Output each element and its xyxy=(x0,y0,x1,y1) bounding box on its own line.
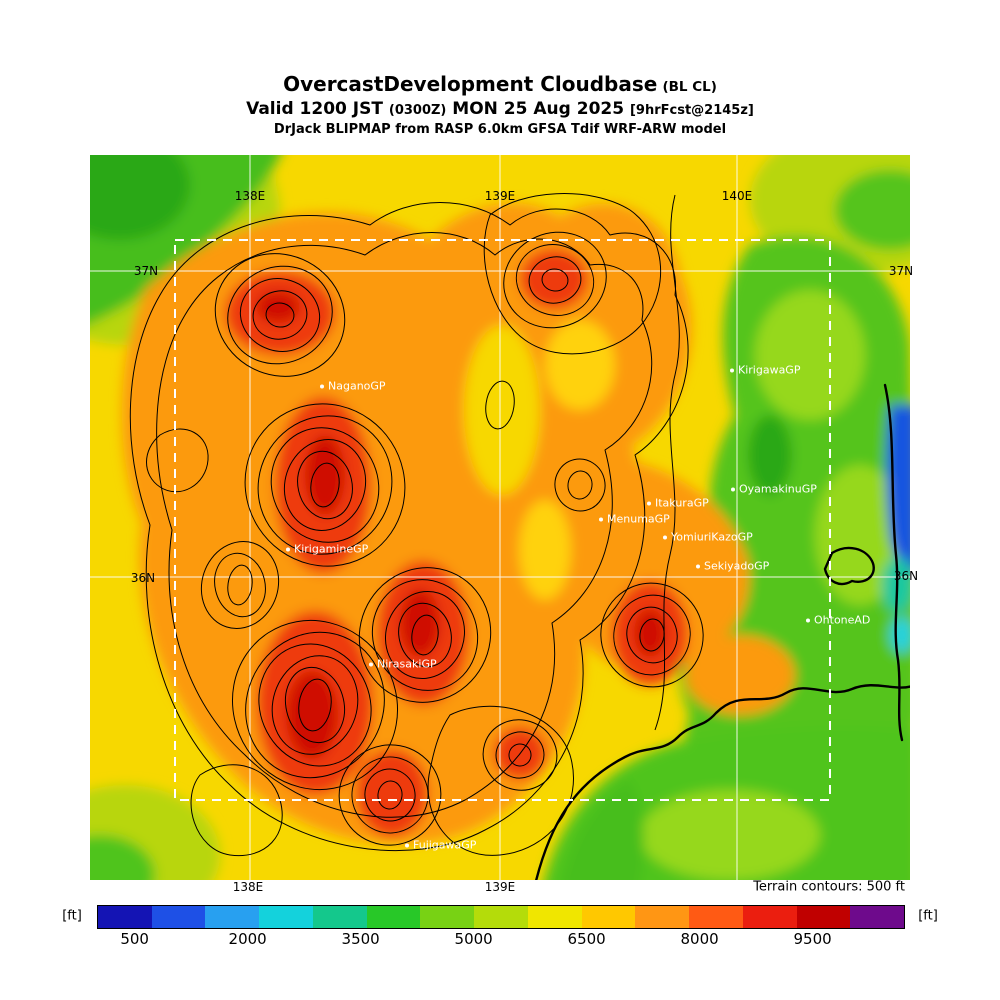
colorbar-segment xyxy=(205,906,260,928)
colorbar-segment xyxy=(366,906,421,928)
inner-domain-box xyxy=(174,239,831,801)
valid-date: MON 25 Aug 2025 xyxy=(452,99,625,119)
chart-header: OvercastDevelopment Cloudbase (BL CL) Va… xyxy=(0,72,1000,139)
grid-label: 139E xyxy=(484,880,516,894)
valid-time: Valid 1200 JST xyxy=(246,99,383,119)
colorbar-segment xyxy=(312,906,367,928)
title-note: (BL CL) xyxy=(662,79,717,95)
page-title: OvercastDevelopment Cloudbase (BL CL) xyxy=(0,72,1000,97)
colorbar-tick: 5000 xyxy=(454,930,493,948)
colorbar-tick: 8000 xyxy=(680,930,719,948)
colorbar-unit-right: [ft] xyxy=(918,908,938,924)
valid-line: Valid 1200 JST (0300Z) MON 25 Aug 2025 [… xyxy=(0,99,1000,120)
colorbar-segment xyxy=(742,906,797,928)
colorbar-segment xyxy=(635,906,690,928)
colorbar-segment xyxy=(796,906,851,928)
colorbar-segment xyxy=(689,906,743,928)
terrain-contours xyxy=(129,193,704,857)
colorbar-tick: 500 xyxy=(120,930,149,948)
colorbar-tick: 9500 xyxy=(793,930,832,948)
terrain-note: Terrain contours: 500 ft xyxy=(753,879,905,895)
title-text: OvercastDevelopment Cloudbase xyxy=(283,72,658,96)
colorbar-segment xyxy=(98,906,152,928)
valid-zulu: (0300Z) xyxy=(388,103,447,118)
coastline xyxy=(535,383,910,880)
colorbar-segment xyxy=(420,906,475,928)
cloudbase-fill-regions xyxy=(90,155,910,880)
colorbar-segment xyxy=(850,906,905,928)
colorbar-segment xyxy=(527,906,582,928)
cloudbase-colorbar xyxy=(97,905,905,929)
colorbar-segment xyxy=(581,906,636,928)
valid-fcst: [9hrFcst@2145z] xyxy=(629,103,754,118)
grid-label: 138E xyxy=(232,880,264,894)
colorbar-tick: 3500 xyxy=(341,930,380,948)
model-line: DrJack BLIPMAP from RASP 6.0km GFSA Tdif… xyxy=(273,122,727,138)
colorbar-segment xyxy=(151,906,206,928)
forecast-map xyxy=(90,155,910,880)
colorbar-segment xyxy=(259,906,313,928)
colorbar-tick: 6500 xyxy=(567,930,606,948)
colorbar-unit-left: [ft] xyxy=(62,908,82,924)
colorbar-segment xyxy=(474,906,528,928)
colorbar-tick: 2000 xyxy=(228,930,267,948)
colorbar-tick-row: 500 2000 3500 5000 6500 8000 9500 xyxy=(97,930,903,950)
cloudbase-map-canvas xyxy=(90,155,910,880)
